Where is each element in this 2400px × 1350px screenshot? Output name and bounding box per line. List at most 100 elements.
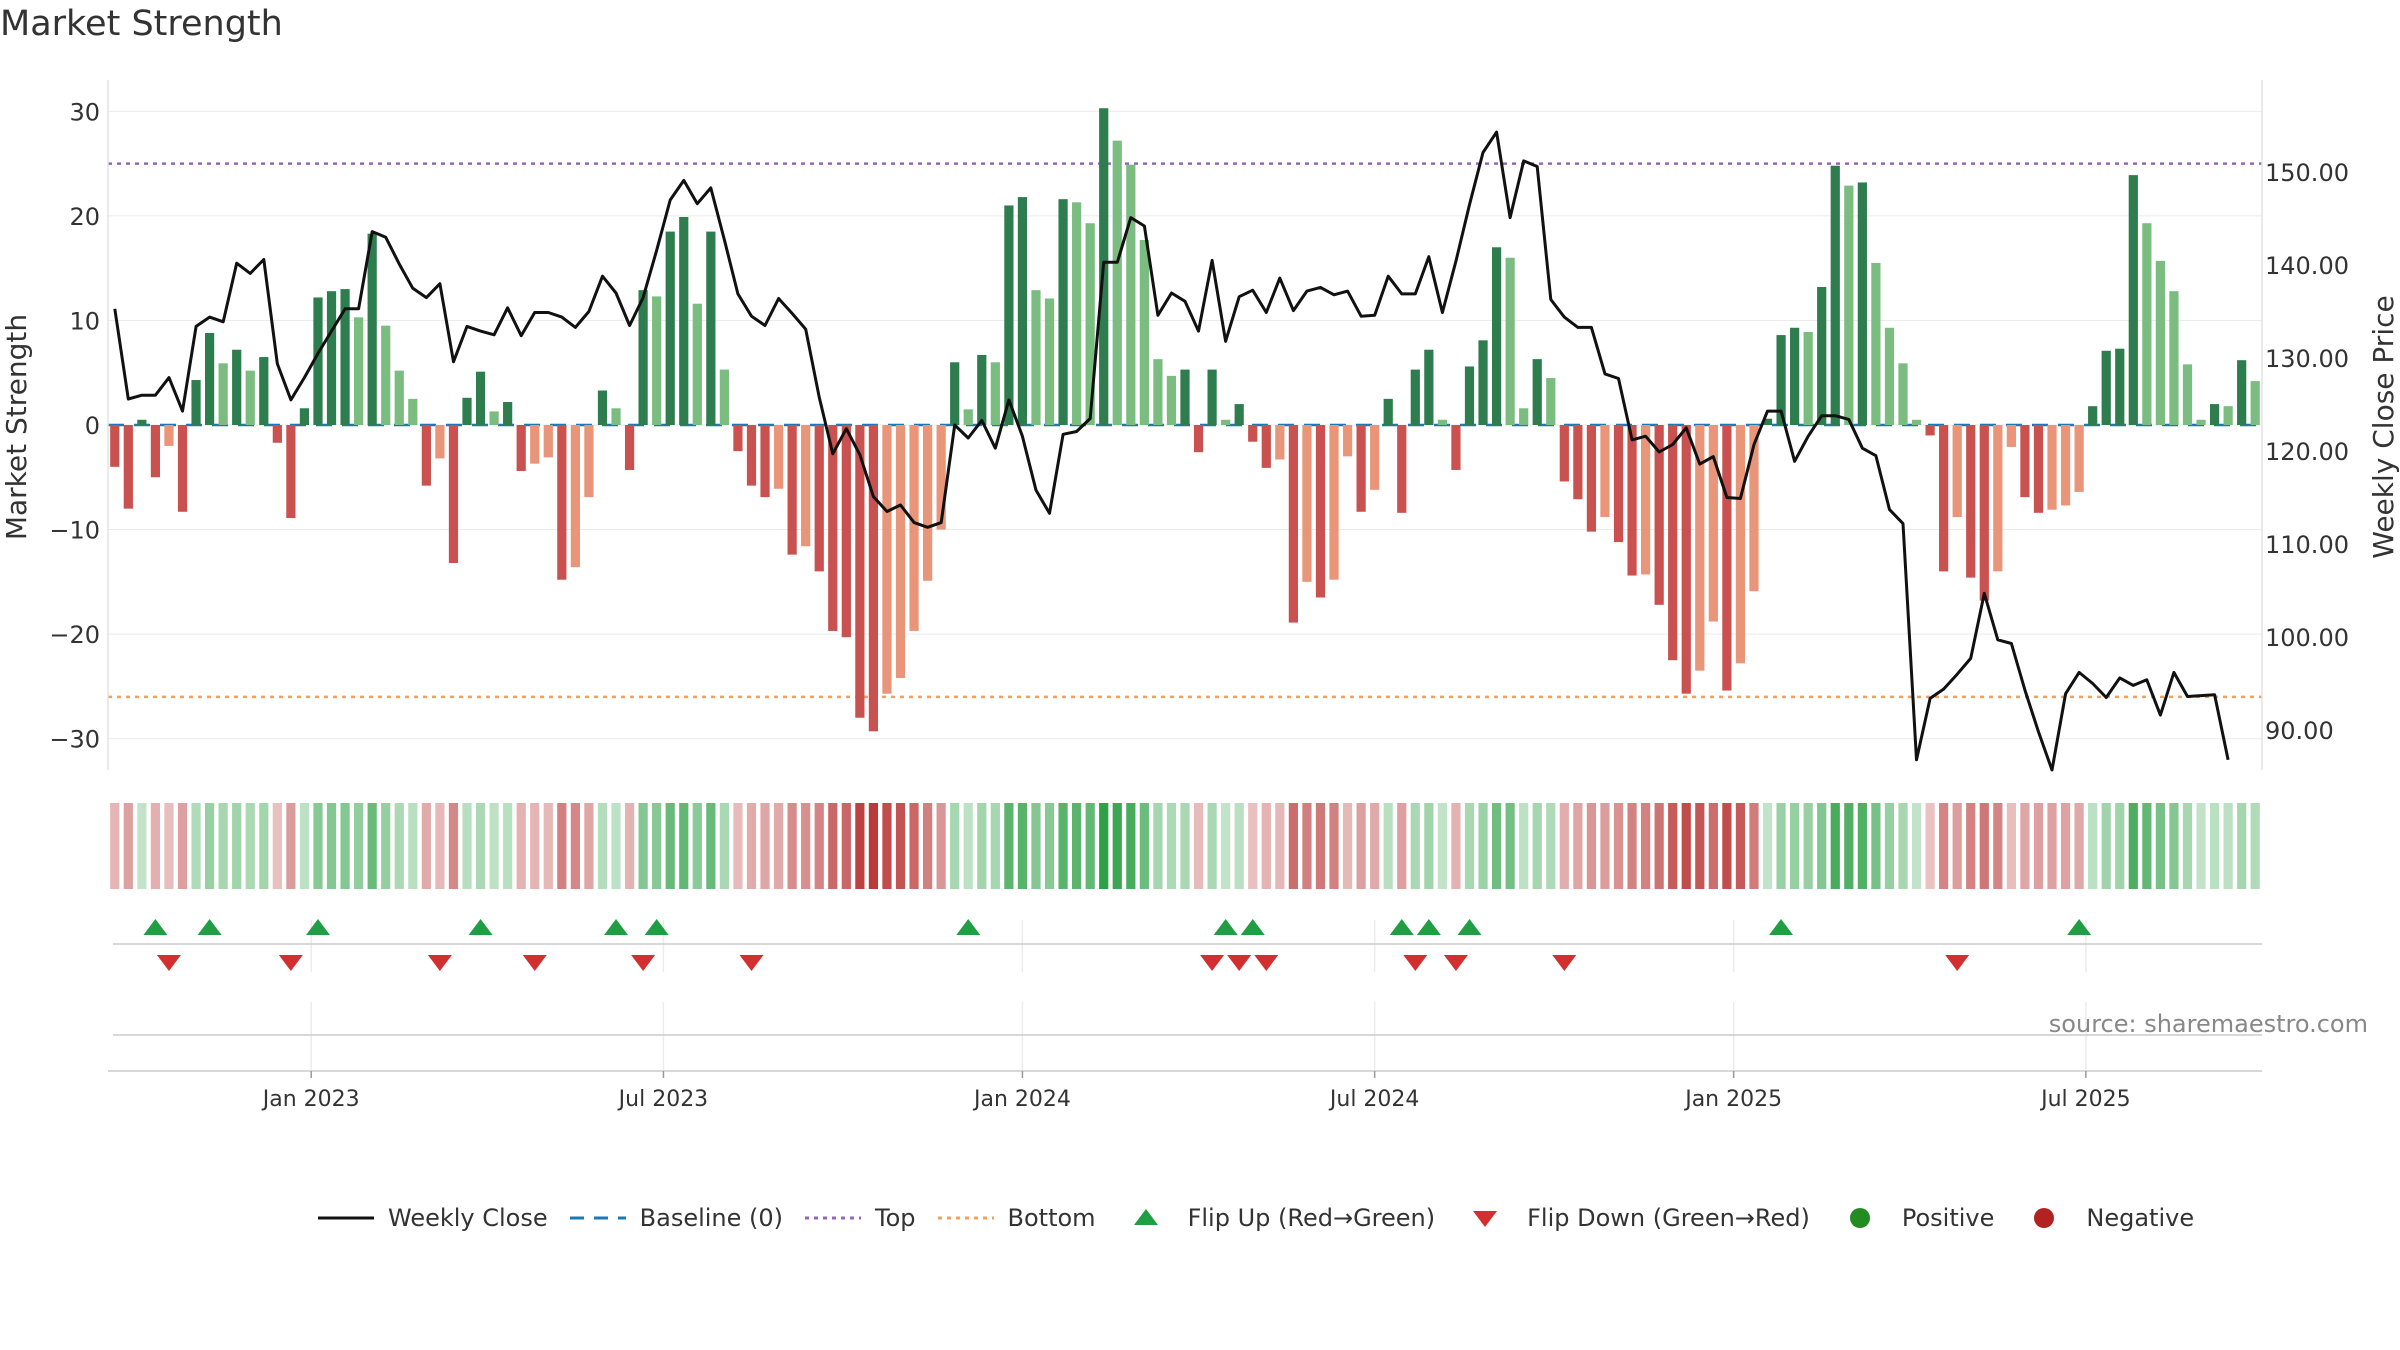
strength-bar (801, 425, 811, 547)
strength-bar (2142, 223, 2152, 425)
heat-cell (2033, 803, 2044, 889)
heat-cell (1925, 803, 1935, 889)
strength-bar (1383, 398, 1393, 425)
heat-cell (584, 803, 594, 889)
legend-symbol (1849, 1208, 1870, 1228)
strength-bar (1315, 425, 1326, 598)
heat-cell (1911, 803, 1922, 889)
strength-bar (2223, 406, 2233, 425)
heat-cell (638, 803, 648, 889)
heat-cell (354, 803, 364, 889)
flip-up-marker (644, 919, 669, 935)
heat-cell (760, 803, 770, 889)
strength-bar (191, 380, 201, 425)
strength-bar (679, 216, 689, 425)
heat-cell (977, 803, 987, 889)
strength-bar (2020, 425, 2030, 498)
flip-down-marker (1552, 955, 1577, 971)
flip-up-marker (1389, 919, 1414, 935)
heat-cell (950, 803, 960, 889)
heat-cell (1573, 803, 1583, 889)
strength-bar (110, 425, 120, 467)
strength-bar (218, 363, 228, 425)
strength-bar (164, 425, 174, 446)
strength-bar (313, 297, 323, 425)
heat-cell (1342, 803, 1353, 889)
heat-cell (787, 803, 797, 889)
strength-bar (570, 425, 580, 568)
heat-cell (150, 803, 161, 889)
strength-bar (1803, 331, 1813, 425)
strength-bar (638, 290, 648, 425)
heat-cell (1830, 803, 1840, 889)
strength-bar (286, 425, 296, 519)
strength-bar (990, 362, 1000, 425)
strength-bar (1790, 327, 1800, 425)
heat-cell (2020, 803, 2030, 889)
legend-label: Positive (1901, 1204, 1995, 1232)
y-left-tick-label: −10 (49, 517, 100, 545)
regime-heat-strip (110, 803, 2260, 889)
heat-cell (272, 803, 282, 889)
weekly-close-line (113, 130, 2230, 772)
heat-cell (1803, 803, 1813, 889)
strength-bar (2237, 360, 2247, 425)
strength-bar (2155, 260, 2166, 425)
flip-up-marker (305, 919, 330, 935)
heat-cell (882, 803, 892, 889)
heat-cell (679, 803, 689, 889)
strength-bar (421, 425, 431, 486)
heat-cell (665, 803, 675, 889)
strength-bar (1180, 369, 1190, 425)
strength-bar (1830, 165, 1840, 425)
legend-symbol (2034, 1208, 2055, 1228)
strength-bar (448, 425, 459, 563)
strength-bar (1139, 239, 1149, 425)
legend-item: Positive (1830, 1204, 1995, 1232)
heat-cell (2223, 803, 2233, 889)
x-tick-label: Jan 2025 (1683, 1087, 1782, 1112)
heat-cell (394, 803, 404, 889)
strength-bar (1464, 366, 1475, 425)
flip-down-marker (631, 955, 656, 971)
legend-label: Flip Down (Green→Red) (1527, 1204, 1810, 1232)
heat-cell (652, 803, 662, 889)
heat-cell (2115, 803, 2125, 889)
heat-cell (1383, 803, 1393, 889)
strength-bar (2006, 425, 2016, 447)
strength-bar (2209, 404, 2220, 425)
strength-bar (2047, 425, 2057, 510)
strength-bar (1207, 369, 1217, 425)
heat-cell (1058, 803, 1068, 889)
heat-cell (2047, 803, 2057, 889)
heat-cell (448, 803, 459, 889)
heat-cell (1491, 803, 1502, 889)
strength-bar (1871, 262, 1881, 425)
heat-cell (1017, 803, 1028, 889)
heat-cell (204, 803, 215, 889)
heat-cell (2088, 803, 2098, 889)
strength-bar (259, 357, 269, 425)
heat-cell (1600, 803, 1610, 889)
heat-cell (828, 803, 838, 889)
flip-up-marker (1769, 919, 1794, 935)
strength-bar (1044, 298, 1055, 425)
heat-cell (2196, 803, 2206, 889)
strength-bar (503, 402, 513, 425)
legend-item: Flip Down (Green→Red) (1455, 1204, 1810, 1232)
heat-cell (1532, 803, 1542, 889)
strength-bar (2182, 364, 2193, 425)
heat-cell (1478, 803, 1488, 889)
flip-down-marker (1945, 955, 1970, 971)
heat-cell (1437, 803, 1448, 889)
legend-symbol (318, 1216, 374, 1220)
strength-bar (1478, 340, 1488, 425)
heat-cell (340, 803, 350, 889)
strength-bar (1546, 377, 1556, 425)
strength-bar (909, 425, 919, 631)
strength-bar (652, 296, 662, 425)
strength-bar (1722, 425, 1732, 691)
strength-bar (1017, 197, 1028, 425)
strength-bar (2250, 381, 2260, 425)
strength-bar (1586, 425, 1597, 532)
